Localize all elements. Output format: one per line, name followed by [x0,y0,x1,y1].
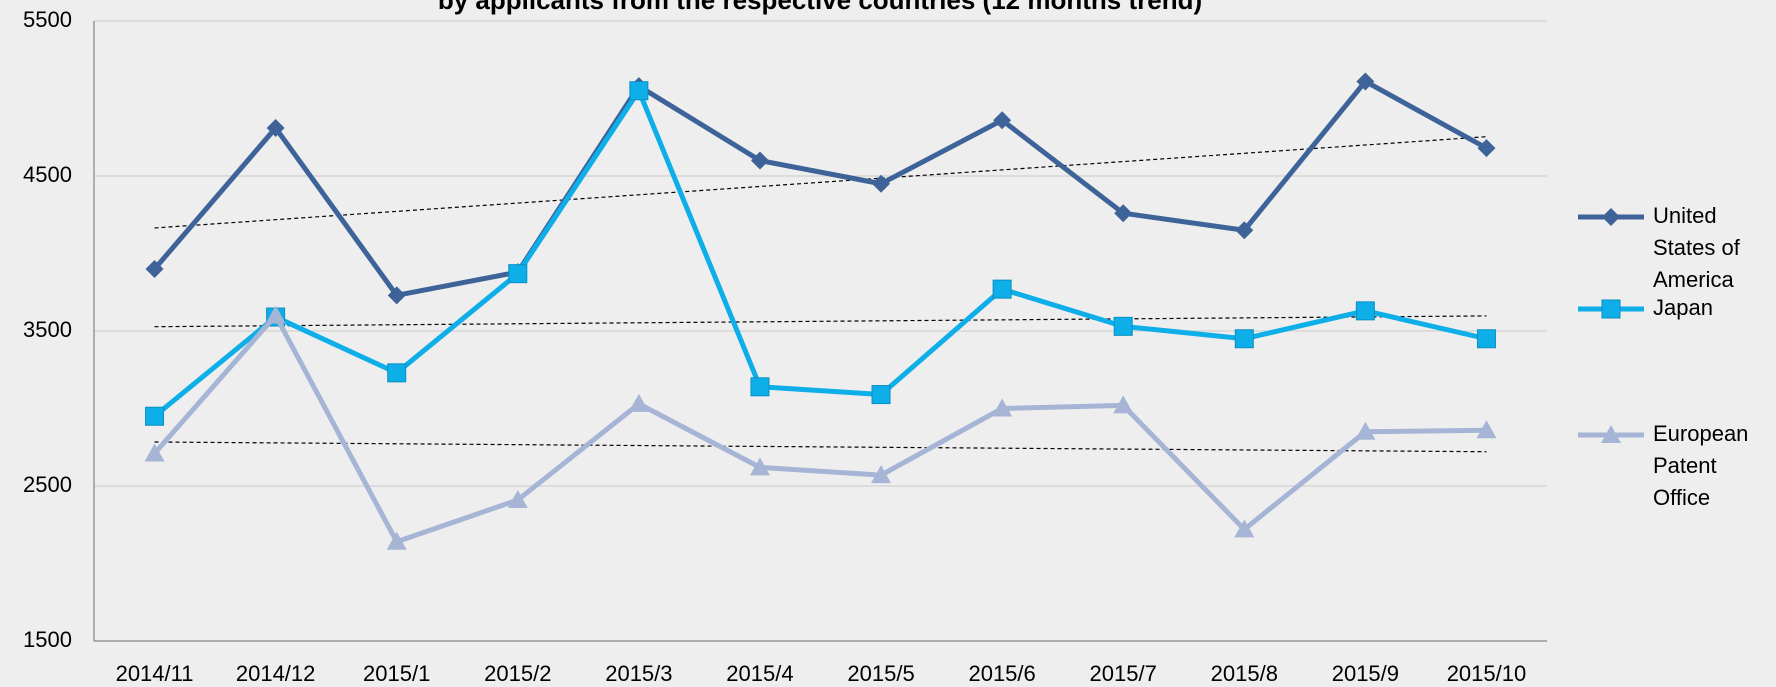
y-tick-label: 1500 [23,627,72,652]
series-line [152,88,1488,419]
marker [1234,329,1254,349]
marker [1601,299,1621,319]
marker [507,489,528,508]
x-tick-label: 2015/7 [1090,661,1157,686]
chart-title: by applicants from the respective countr… [438,0,1202,15]
series-line [152,78,1488,298]
y-tick-label: 2500 [23,472,72,497]
marker [387,363,407,383]
legend-label: United States of America [1653,203,1740,292]
y-tick-label: 3500 [23,317,72,342]
marker [993,111,1012,130]
y-tick-label: 4500 [23,162,72,187]
x-tick-label: 2015/4 [726,661,793,686]
marker [1355,421,1376,440]
marker [1114,204,1133,223]
marker [1477,139,1496,158]
legend-label: European Patent Office [1653,421,1749,510]
marker [871,465,892,484]
legend-label: Japan [1653,295,1713,320]
marker [1476,329,1496,349]
marker [750,377,770,397]
marker [1355,301,1375,321]
marker [1113,395,1134,414]
x-tick-label: 2014/11 [116,661,194,686]
marker [871,385,891,405]
marker [387,286,406,305]
trend-line [154,136,1487,229]
x-tick-label: 2014/12 [236,661,316,686]
x-tick-label: 2015/1 [363,661,430,686]
marker [749,457,770,476]
marker [628,393,649,412]
marker [1602,208,1620,226]
marker [508,264,528,284]
marker [1356,72,1375,91]
marker [145,260,164,278]
marker [1113,316,1133,336]
marker [386,531,407,550]
x-tick-label: 2015/5 [847,661,914,686]
x-tick-label: 2015/9 [1332,661,1399,686]
marker [266,118,285,137]
marker [992,279,1012,299]
marker [1235,221,1254,240]
series-line [152,313,1487,545]
x-tick-label: 2015/10 [1447,661,1527,686]
x-tick-label: 2015/2 [484,661,551,686]
marker [265,305,286,324]
marker [750,151,769,170]
marker [1234,519,1255,538]
marker [872,174,891,193]
marker [1476,420,1497,439]
x-tick-label: 2015/3 [605,661,672,686]
x-tick-label: 2015/8 [1211,661,1278,686]
marker [144,443,165,462]
trend-line [154,315,1487,328]
marker [1601,425,1621,443]
marker [992,398,1013,417]
marker [145,406,165,426]
trend-line [154,441,1487,453]
x-tick-label: 2015/6 [968,661,1035,686]
marker [629,81,649,101]
y-tick-label: 5500 [23,7,72,32]
